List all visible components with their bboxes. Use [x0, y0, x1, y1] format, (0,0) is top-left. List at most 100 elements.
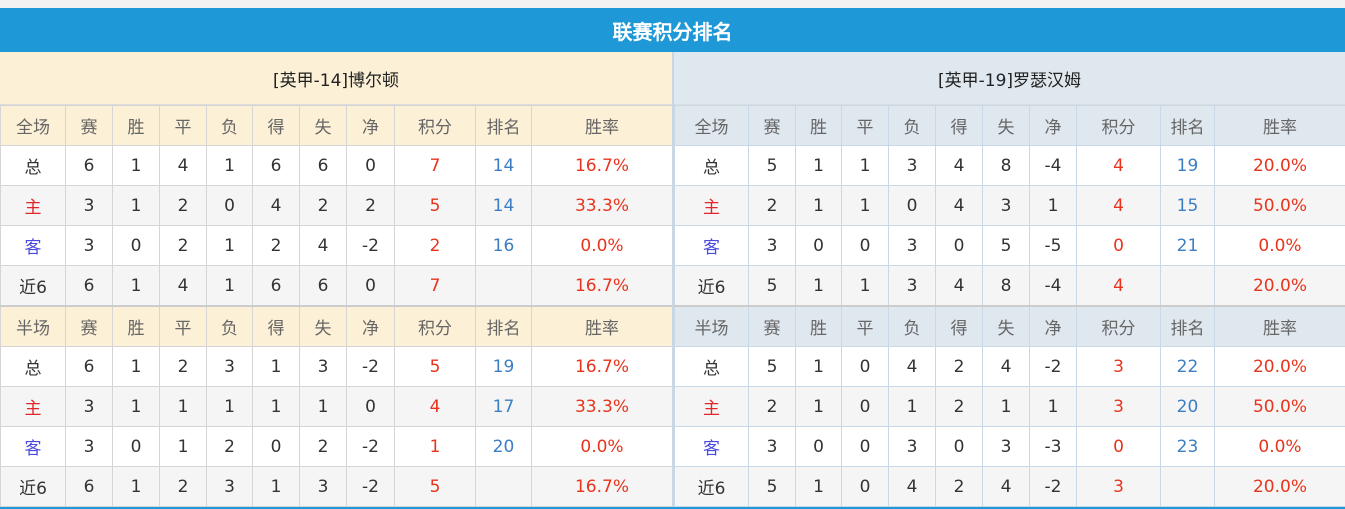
cell-drawn: 4 — [160, 266, 207, 307]
column-header-rate: 胜率 — [1215, 306, 1345, 347]
cell-rate: 16.7% — [532, 467, 673, 507]
cell-for: 4 — [936, 186, 983, 226]
cell-lost: 1 — [207, 266, 253, 307]
cell-rank: 23 — [1161, 427, 1215, 467]
column-header-rate: 胜率 — [1215, 106, 1345, 146]
cell-rate: 20.0% — [1215, 146, 1345, 186]
page-title: 联赛积分排名 — [0, 8, 1345, 52]
column-header-points: 积分 — [395, 306, 476, 347]
cell-diff: -2 — [347, 427, 395, 467]
cell-points: 0 — [1077, 427, 1161, 467]
cell-drawn: 2 — [160, 347, 207, 387]
cell-rank: 14 — [476, 146, 532, 186]
cell-rank: 15 — [1161, 186, 1215, 226]
cell-won: 1 — [113, 146, 160, 186]
cell-rate: 20.0% — [1215, 266, 1345, 307]
cell-diff: 1 — [1030, 387, 1077, 427]
cell-against: 3 — [300, 467, 347, 507]
cell-points: 2 — [395, 226, 476, 266]
cell-for: 1 — [253, 347, 300, 387]
cell-lost: 3 — [889, 427, 936, 467]
cell-for: 1 — [253, 467, 300, 507]
cell-points: 5 — [395, 347, 476, 387]
cell-rank: 19 — [476, 347, 532, 387]
full-header-row: 全场赛胜平负得失净积分排名胜率 — [1, 106, 673, 146]
cell-won: 1 — [113, 266, 160, 307]
column-header-won: 胜 — [796, 306, 842, 347]
column-header-drawn: 平 — [842, 106, 889, 146]
cell-won: 1 — [113, 347, 160, 387]
cell-points: 4 — [1077, 266, 1161, 307]
cell-won: 1 — [796, 467, 842, 507]
cell-rank — [1161, 467, 1215, 507]
cell-lost: 1 — [207, 226, 253, 266]
cell-diff: -2 — [347, 347, 395, 387]
cell-won: 1 — [113, 467, 160, 507]
cell-played: 3 — [749, 427, 796, 467]
column-header-label: 半场 — [675, 306, 749, 347]
column-header-rank: 排名 — [1161, 306, 1215, 347]
column-header-for: 得 — [936, 306, 983, 347]
cell-played: 2 — [749, 387, 796, 427]
cell-rank: 22 — [1161, 347, 1215, 387]
cell-rate: 0.0% — [532, 226, 673, 266]
cell-rate: 50.0% — [1215, 186, 1345, 226]
column-header-against: 失 — [983, 306, 1030, 347]
cell-diff: -2 — [347, 226, 395, 266]
column-header-for: 得 — [253, 306, 300, 347]
cell-label: 客 — [1, 427, 66, 467]
cell-points: 3 — [1077, 387, 1161, 427]
cell-diff: -2 — [1030, 467, 1077, 507]
cell-points: 5 — [395, 467, 476, 507]
column-header-drawn: 平 — [160, 306, 207, 347]
cell-diff: 0 — [347, 266, 395, 307]
cell-lost: 1 — [207, 387, 253, 427]
cell-won: 0 — [796, 226, 842, 266]
cell-against: 5 — [983, 226, 1030, 266]
cell-diff: 2 — [347, 186, 395, 226]
cell-rank — [1161, 266, 1215, 307]
cell-played: 5 — [749, 266, 796, 307]
cell-against: 4 — [983, 467, 1030, 507]
cell-lost: 1 — [207, 146, 253, 186]
column-header-rank: 排名 — [476, 106, 532, 146]
cell-points: 7 — [395, 266, 476, 307]
cell-diff: 1 — [1030, 186, 1077, 226]
cell-label: 主 — [1, 186, 66, 226]
column-header-lost: 负 — [889, 106, 936, 146]
cell-for: 6 — [253, 146, 300, 186]
cell-rank: 20 — [1161, 387, 1215, 427]
cell-drawn: 0 — [842, 347, 889, 387]
team-name: [英甲-19]罗瑟汉姆 — [674, 52, 1345, 105]
column-header-label: 半场 — [1, 306, 66, 347]
cell-for: 4 — [936, 266, 983, 307]
cell-rank: 19 — [1161, 146, 1215, 186]
cell-won: 1 — [796, 146, 842, 186]
column-header-rank: 排名 — [1161, 106, 1215, 146]
cell-label: 近6 — [1, 266, 66, 307]
cell-rate: 33.3% — [532, 387, 673, 427]
cell-diff: 0 — [347, 387, 395, 427]
cell-lost: 0 — [207, 186, 253, 226]
cell-points: 4 — [1077, 186, 1161, 226]
cell-played: 6 — [66, 347, 113, 387]
cell-lost: 3 — [207, 467, 253, 507]
cell-for: 0 — [253, 427, 300, 467]
column-header-lost: 负 — [207, 106, 253, 146]
cell-won: 0 — [113, 226, 160, 266]
top-strip — [0, 0, 1345, 8]
cell-against: 2 — [300, 427, 347, 467]
cell-drawn: 1 — [160, 387, 207, 427]
cell-against: 8 — [983, 146, 1030, 186]
cell-points: 4 — [1077, 146, 1161, 186]
